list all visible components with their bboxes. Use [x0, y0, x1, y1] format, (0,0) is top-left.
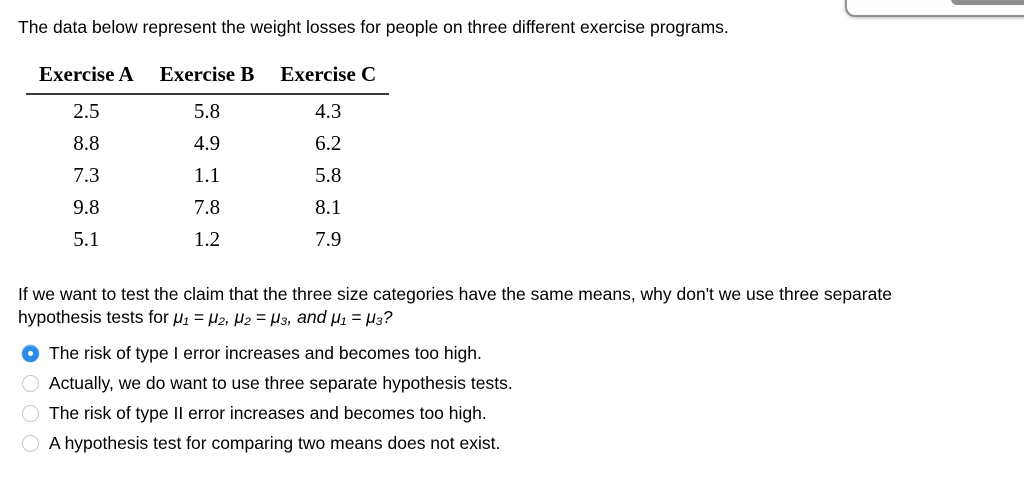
question-text: If we want to test the claim that the th… [18, 283, 1014, 329]
question-page: The data below represent the weight loss… [18, 16, 1014, 458]
answer-option-2[interactable]: Actually, we do want to use three separa… [22, 368, 1014, 398]
table-row: 2.5 5.8 4.3 [26, 94, 389, 127]
table-cell: 5.8 [193, 98, 221, 123]
table-cell: 5.1 [73, 226, 100, 251]
radio-button-option-3[interactable] [22, 404, 39, 422]
column-header-exercise-a: Exercise A [26, 62, 147, 95]
answer-option-1-label[interactable]: The risk of type I error increases and b… [49, 342, 482, 363]
column-header-exercise-c: Exercise C [267, 62, 390, 95]
table-row: 9.8 7.8 8.1 [26, 191, 389, 223]
question-math-expression: μ₁ = μ₂, μ₂ = μ₃, and μ₁ = μ₃? [173, 307, 393, 327]
radio-button-option-1[interactable] [22, 344, 39, 362]
answer-option-3[interactable]: The risk of type II error increases and … [22, 398, 1014, 428]
table-cell: 1.1 [193, 162, 221, 187]
exercise-data-table: Exercise A Exercise B Exercise C 2.5 5.8… [26, 62, 390, 255]
answer-options: The risk of type I error increases and b… [18, 338, 1014, 458]
answer-option-3-label[interactable]: The risk of type II error increases and … [49, 402, 487, 423]
question-line-2: hypothesis tests for μ₁ = μ₂, μ₂ = μ₃, a… [18, 306, 1014, 329]
cutoff-button-bottom-edge [951, 0, 1024, 5]
table-cell: 7.3 [73, 162, 100, 187]
table-cell: 4.3 [315, 98, 342, 123]
table-cell: 4.9 [193, 130, 221, 155]
table-cell: 8.8 [73, 130, 100, 155]
table-cell: 1.2 [193, 226, 221, 251]
table-row: 7.3 1.1 5.8 [26, 159, 389, 191]
table-cell: 9.8 [73, 194, 100, 219]
table-header-row: Exercise A Exercise B Exercise C [26, 62, 390, 95]
question-line-2-prefix: hypothesis tests for [18, 307, 174, 327]
table-row: 8.8 4.9 6.2 [26, 127, 389, 159]
radio-button-option-4[interactable] [22, 434, 39, 452]
answer-option-2-label[interactable]: Actually, we do want to use three separa… [49, 372, 513, 393]
intro-text: The data below represent the weight loss… [18, 17, 729, 37]
table-cell: 6.2 [315, 130, 342, 155]
table-cell: 5.8 [315, 162, 342, 187]
table-row: 5.1 1.2 7.9 [26, 223, 389, 255]
answer-option-4[interactable]: A hypothesis test for comparing two mean… [22, 428, 1014, 458]
question-line-1: If we want to test the claim that the th… [18, 284, 892, 304]
table-cell: 7.9 [315, 226, 342, 251]
answer-option-1[interactable]: The risk of type I error increases and b… [22, 338, 1014, 368]
answer-option-4-label[interactable]: A hypothesis test for comparing two mean… [49, 432, 501, 453]
table-cell: 7.8 [193, 194, 221, 219]
column-header-exercise-b: Exercise B [146, 62, 268, 95]
radio-button-option-2[interactable] [22, 374, 39, 392]
table-cell: 2.5 [73, 98, 100, 123]
table-cell: 8.1 [315, 194, 342, 219]
